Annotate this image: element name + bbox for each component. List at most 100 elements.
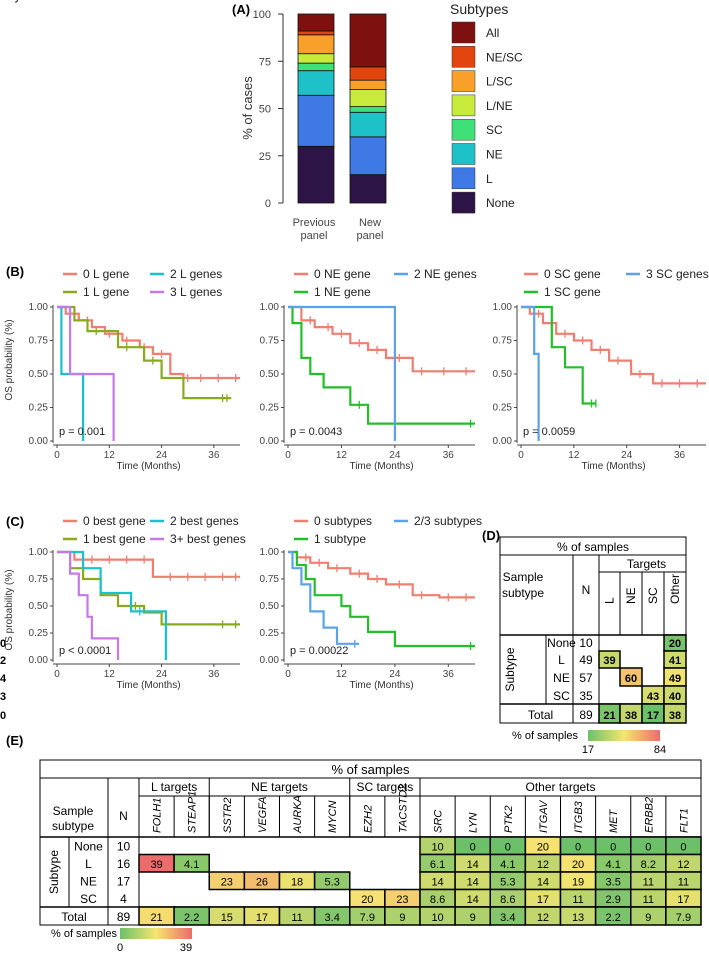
y-tick-label: 1.00 <box>29 302 49 313</box>
heat-cell-value: 0 <box>610 842 616 854</box>
heat-cell-value: 38 <box>669 710 681 722</box>
scale-min: 17 <box>582 744 594 756</box>
row-label-sc: SC <box>553 689 570 703</box>
legend-swatch-none <box>451 191 476 214</box>
heat-cell-value: 3.4 <box>325 912 340 924</box>
legend-swatch-l <box>451 167 476 190</box>
y-tick-label: 0.00 <box>493 436 513 447</box>
total-n: 89 <box>579 708 593 722</box>
y-tick-label: 0.00 <box>260 655 280 666</box>
heat-cell-value: 8.6 <box>430 894 445 906</box>
sample-subtype-line1: Sample <box>53 804 94 818</box>
panel-d-grid: % of samples Targets Sample subtype N L NE SC Ot… <box>0 0 687 756</box>
p-value: p = 0.00022 <box>290 645 348 657</box>
heat-cell-value: 14 <box>537 877 549 889</box>
legend-label-sc: SC <box>486 123 503 137</box>
km-curve-1-l-gene <box>57 305 232 400</box>
legend-label-2-best-genes: 2 best genes <box>170 514 239 528</box>
legend-label-0-l-gene: 0 L gene <box>83 267 130 281</box>
col-header-ne: NE <box>624 587 638 604</box>
group-header-sc-targets: SC targets <box>357 780 414 794</box>
y-tick-label: 0.25 <box>493 403 513 414</box>
km-curve-2-3-subtypes <box>288 550 360 645</box>
heat-cell-value: 12 <box>537 912 549 924</box>
legend-label-2-l-genes: 2 L genes <box>170 267 222 281</box>
gene-header-steap1: STEAP1 <box>187 791 199 833</box>
x-tick-label: 24 <box>156 669 168 680</box>
p-value: p = 0.0043 <box>290 426 342 438</box>
scale-min: 0 <box>117 942 123 954</box>
heat-cell-value: 11 <box>678 877 689 889</box>
panel-a-label: (A) <box>232 2 250 17</box>
panel-a-x-labels: Previous panel New panel <box>293 217 384 242</box>
y-tick-label: 0.25 <box>260 403 280 414</box>
x-tick-label: 12 <box>568 450 580 461</box>
y-tick-label: 1.00 <box>260 547 280 558</box>
bar-segment-new-panel-l <box>349 136 387 176</box>
heat-cell-value: 10 <box>431 912 443 924</box>
bar-segment-new-panel-none <box>349 174 387 204</box>
heat-cell-value: 20 <box>0 638 6 650</box>
heat-cell-value: 4.1 <box>606 859 621 871</box>
bar-segment-previous-panel-l-ne <box>297 53 335 64</box>
heat-cell-value: 82 <box>0 655 6 667</box>
heat-cell-value: 0 <box>645 842 651 854</box>
km-curve-0-sc-gene <box>521 305 706 385</box>
km-plot-best-genes: 0 best gene 2 best genes 1 best gene 3+ bes… <box>29 514 246 691</box>
x-tick-label: 0 <box>54 450 60 461</box>
panel-e-table: (E) % of samples L targets NE targets SC ta… <box>6 733 702 954</box>
bar-segment-previous-panel-ne <box>297 70 335 96</box>
legend-label-0-best-gene: 0 best gene <box>83 514 146 528</box>
y-tick-label: 0.50 <box>29 601 49 612</box>
x-tick-label: 0 <box>285 450 291 461</box>
panel-b-ylabel: OS probability (%) <box>4 319 15 400</box>
p-value: p = 0.001 <box>59 426 105 438</box>
heat-cell-value: 5.3 <box>500 877 515 889</box>
heat-cell <box>619 667 643 687</box>
table-border <box>499 536 687 724</box>
legend-label-1-best-gene: 1 best gene <box>83 532 146 546</box>
km-curve-1-best-gene <box>57 550 240 626</box>
heat-cell-value: 11 <box>291 912 302 924</box>
x-tick-label: 36 <box>208 669 220 680</box>
legend-swatch-all <box>451 21 476 44</box>
sample-subtype-line2: subtype <box>502 586 544 600</box>
heat-cell-value: 8.2 <box>641 859 656 871</box>
y-tick-label: 0.75 <box>29 336 49 347</box>
panel-a-ylabel: % of cases <box>240 76 255 140</box>
heat-cell-value: 49 <box>669 673 681 685</box>
km-curve-1-subtype <box>288 550 475 648</box>
heat-cell-value: 3.5 <box>606 877 621 889</box>
bar-segment-previous-panel-l <box>297 94 335 147</box>
legend-label-2-ne-genes: 2 NE genes <box>414 267 477 281</box>
legend-label-3-l-genes: 3 L genes <box>170 285 222 299</box>
color-scale <box>120 928 192 939</box>
legend-label-1-subtype: 1 subtype <box>314 532 366 546</box>
y-tick-label: 0.00 <box>29 436 49 447</box>
heat-cell-value: 8.6 <box>500 894 515 906</box>
y-tick-label: 0.00 <box>260 436 280 447</box>
heat-cell-value: 21 <box>603 710 615 722</box>
panel-c-ylabel: OS probability (%) <box>4 569 15 650</box>
y-tick-label: 0.75 <box>493 336 513 347</box>
bar-segment-new-panel-all <box>349 13 387 68</box>
heat-cell-value: 11 <box>643 894 654 906</box>
x-tick-label: 24 <box>389 450 401 461</box>
heat-cell-value: 9 <box>470 912 476 924</box>
gene-header-ptk2: PTK2 <box>503 805 515 833</box>
gene-header-vegfa: VEGFA <box>257 797 269 833</box>
km-plot-sc-genes: 0 SC gene 3 SC genes 1 SC gene 0.00 0.25 0.50… <box>493 267 709 472</box>
p-value: p < 0.0001 <box>59 645 111 657</box>
heat-cell-value: 5.3 <box>325 877 340 889</box>
gene-header-erbb2: ERBB2 <box>643 797 655 833</box>
km-curve-1-ne-gene <box>288 305 475 425</box>
x-tick-label: 0 <box>285 669 291 680</box>
heat-cell-value: 41 <box>669 655 681 667</box>
panel-c-label: (C) <box>6 514 24 529</box>
heat-cell-value: 20 <box>572 859 584 871</box>
legend-swatch-sc <box>451 118 476 141</box>
y-tick-label: 0.25 <box>29 403 49 414</box>
col-header-any: Any <box>0 0 21 3</box>
x-tick-label: 0 <box>518 450 524 461</box>
